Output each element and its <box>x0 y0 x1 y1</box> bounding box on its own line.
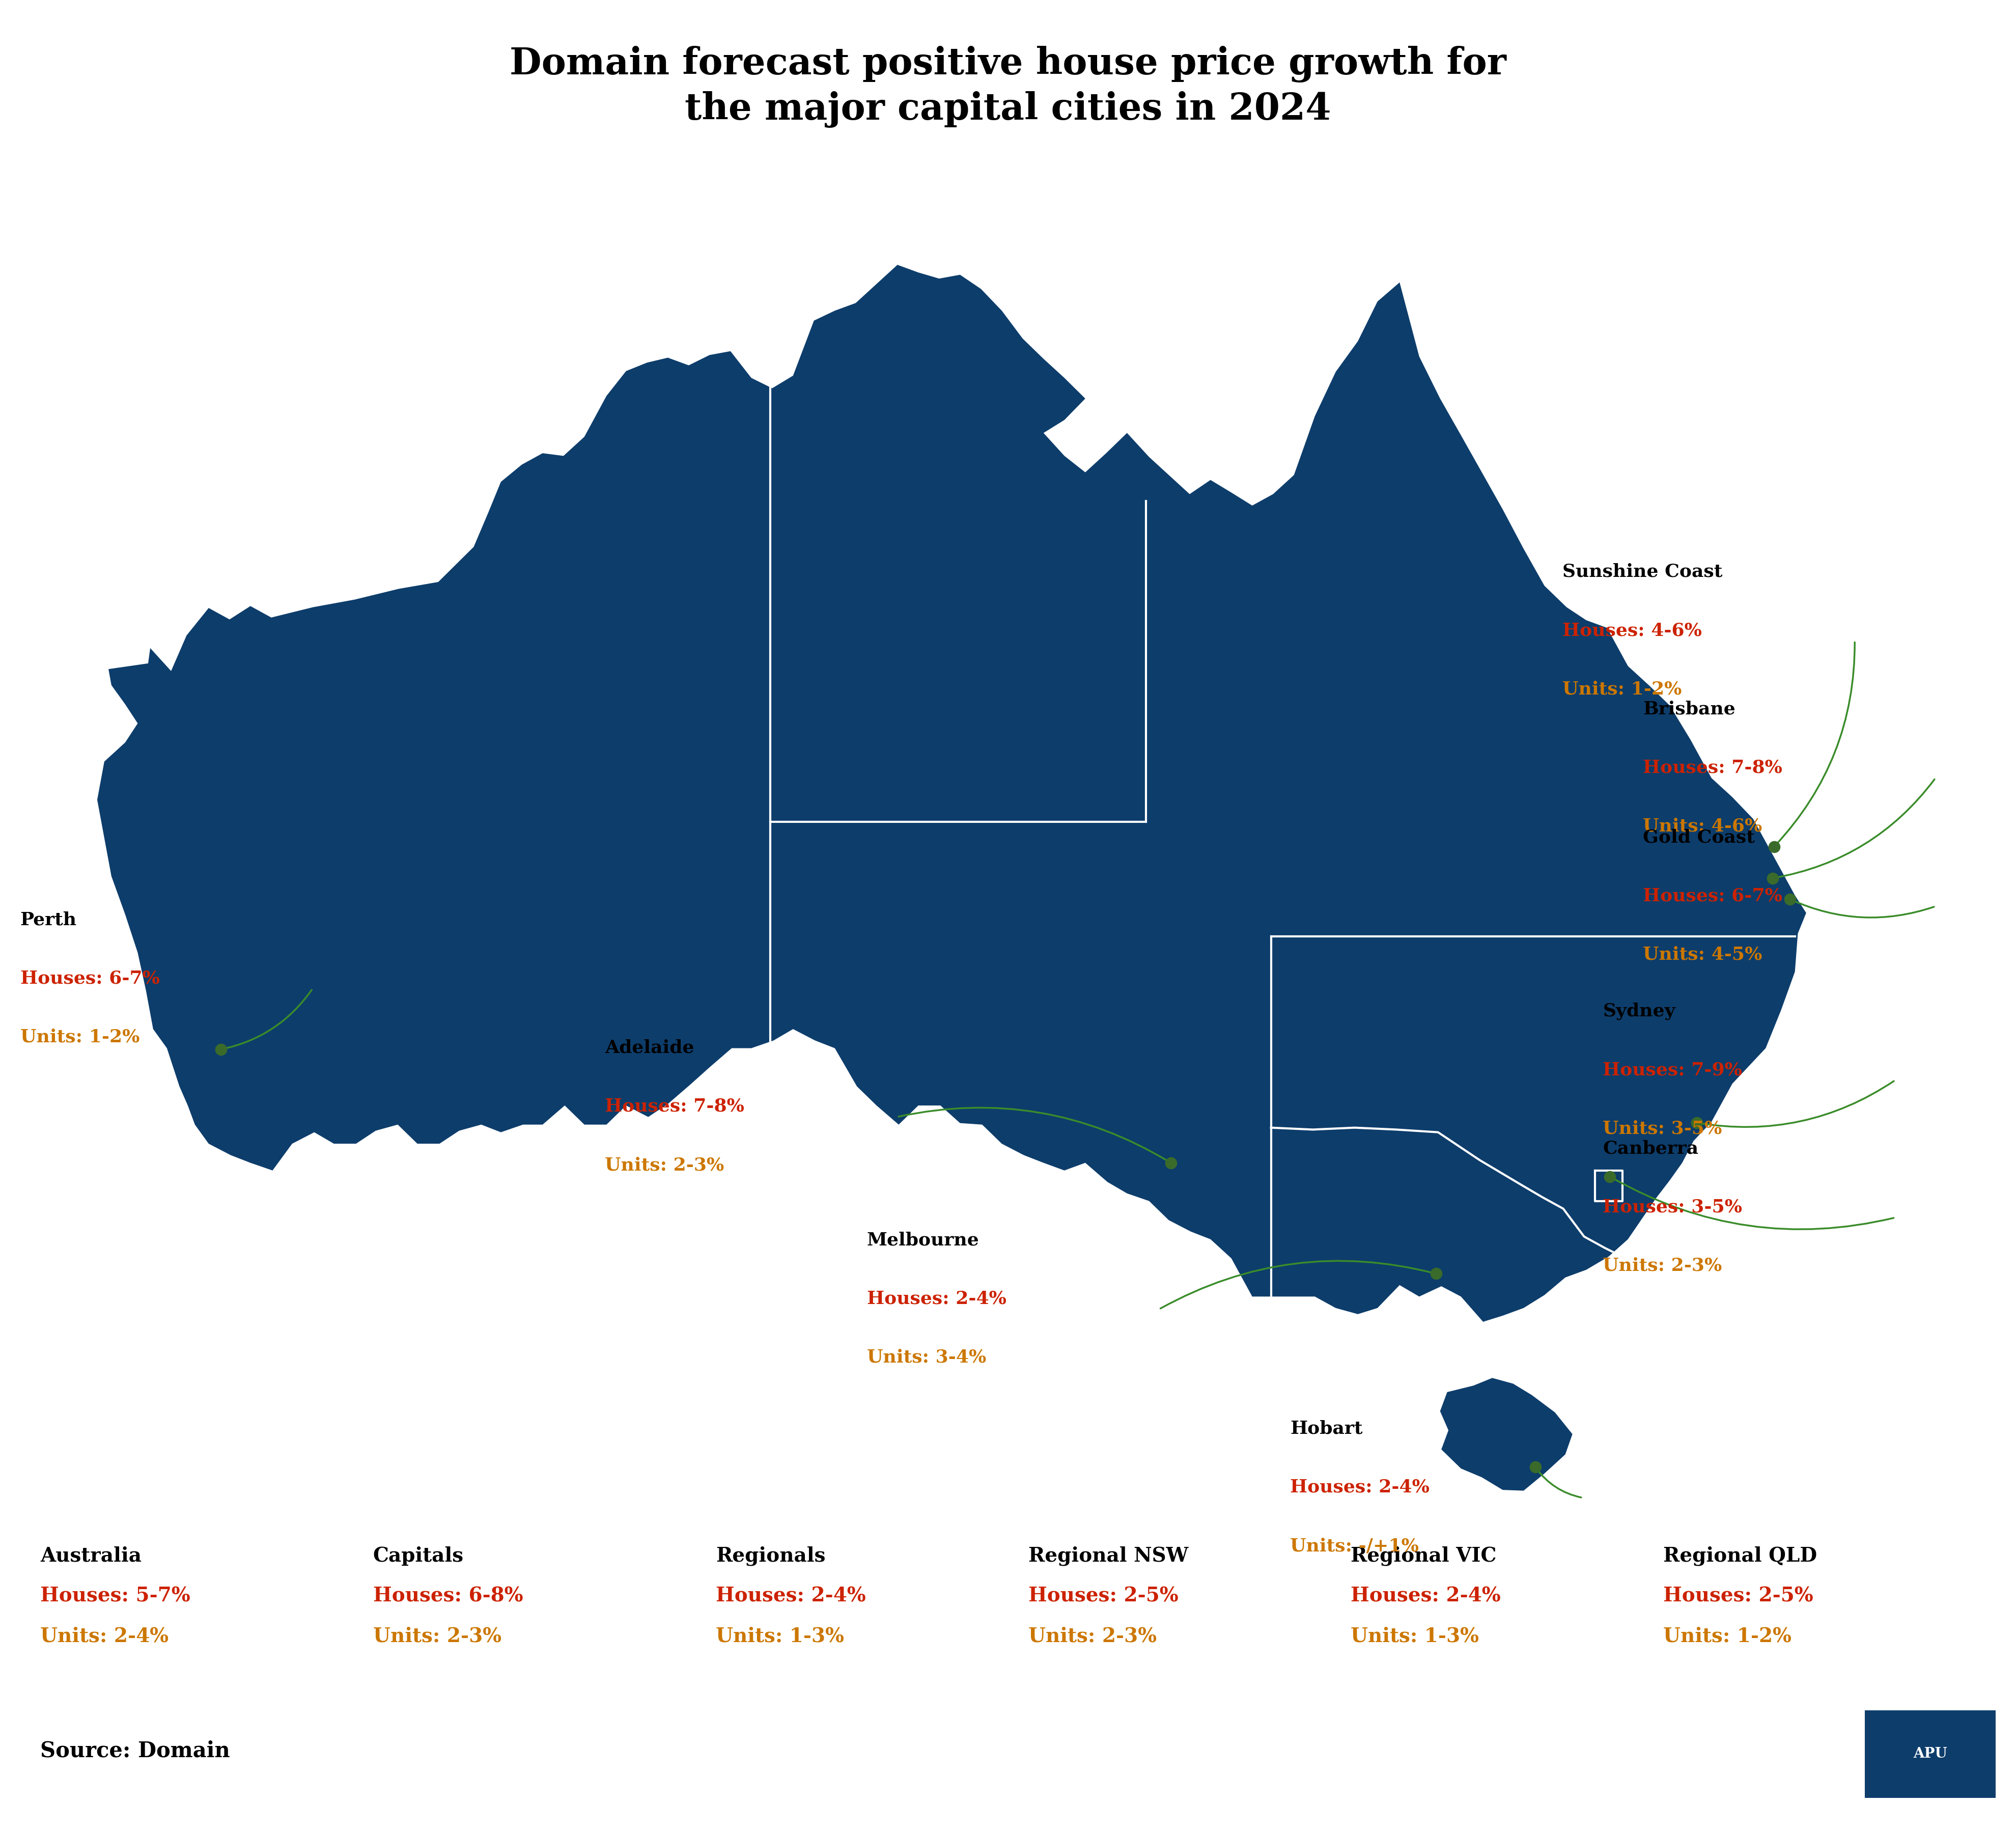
Text: Melbourne: Melbourne <box>867 1232 980 1249</box>
Text: Units: 1-2%: Units: 1-2% <box>1562 681 1681 698</box>
Text: Houses: 4-6%: Houses: 4-6% <box>1562 623 1702 639</box>
Text: Units: 1-2%: Units: 1-2% <box>20 1029 139 1046</box>
Text: Houses: 6-7%: Houses: 6-7% <box>1643 888 1782 905</box>
Text: Capitals: Capitals <box>373 1545 464 1566</box>
Text: Houses: 7-9%: Houses: 7-9% <box>1603 1062 1742 1078</box>
Text: Houses: 2-4%: Houses: 2-4% <box>716 1586 865 1606</box>
Text: Units: 2-3%: Units: 2-3% <box>605 1157 724 1174</box>
Bar <box>1865 1710 1996 1798</box>
Text: Houses: 2-5%: Houses: 2-5% <box>1028 1586 1177 1606</box>
Text: Source: Domain: Source: Domain <box>40 1739 230 1761</box>
Text: Units: 3-5%: Units: 3-5% <box>1603 1121 1722 1137</box>
Text: Houses: 3-5%: Houses: 3-5% <box>1603 1199 1742 1216</box>
Text: Houses: 2-4%: Houses: 2-4% <box>1290 1479 1429 1496</box>
Text: Units: 2-3%: Units: 2-3% <box>1028 1626 1157 1646</box>
Text: Regional QLD: Regional QLD <box>1663 1545 1816 1566</box>
Text: Sydney: Sydney <box>1603 1002 1675 1020</box>
Text: Sunshine Coast: Sunshine Coast <box>1562 564 1722 580</box>
Text: Units: 1-2%: Units: 1-2% <box>1663 1626 1792 1646</box>
Text: Units: 2-3%: Units: 2-3% <box>1603 1258 1722 1274</box>
Text: Units: 2-3%: Units: 2-3% <box>373 1626 502 1646</box>
Text: Australia: Australia <box>40 1545 141 1566</box>
Text: Regional NSW: Regional NSW <box>1028 1545 1187 1566</box>
Text: Regional VIC: Regional VIC <box>1351 1545 1496 1566</box>
Text: Brisbane: Brisbane <box>1643 701 1736 718</box>
Text: Domain forecast positive house price growth for
the major capital cities in 2024: Domain forecast positive house price gro… <box>510 46 1506 128</box>
Text: Houses: 2-4%: Houses: 2-4% <box>1351 1586 1500 1606</box>
Text: Houses: 5-7%: Houses: 5-7% <box>40 1586 190 1606</box>
Text: Houses: 2-5%: Houses: 2-5% <box>1663 1586 1812 1606</box>
Text: APU: APU <box>1913 1747 1947 1761</box>
Text: Units: 1-3%: Units: 1-3% <box>716 1626 845 1646</box>
Text: Units: 4-5%: Units: 4-5% <box>1643 947 1762 963</box>
Text: Units: 1-3%: Units: 1-3% <box>1351 1626 1480 1646</box>
Text: Units: 4-6%: Units: 4-6% <box>1643 818 1762 835</box>
Text: Houses: 6-8%: Houses: 6-8% <box>373 1586 522 1606</box>
Text: Units: 2-4%: Units: 2-4% <box>40 1626 169 1646</box>
Text: Houses: 7-8%: Houses: 7-8% <box>605 1099 744 1115</box>
Text: Perth: Perth <box>20 912 77 928</box>
Text: Houses: 7-8%: Houses: 7-8% <box>1643 760 1782 776</box>
Text: Houses: 2-4%: Houses: 2-4% <box>867 1291 1006 1307</box>
Text: Adelaide: Adelaide <box>605 1040 694 1056</box>
Polygon shape <box>1439 1379 1572 1490</box>
Text: Units: -/+1%: Units: -/+1% <box>1290 1538 1419 1555</box>
Text: Units: 3-4%: Units: 3-4% <box>867 1349 986 1366</box>
Text: Houses: 6-7%: Houses: 6-7% <box>20 970 159 987</box>
Text: Hobart: Hobart <box>1290 1421 1363 1437</box>
Text: Gold Coast: Gold Coast <box>1643 829 1756 846</box>
Text: Canberra: Canberra <box>1603 1141 1699 1157</box>
Text: Regionals: Regionals <box>716 1545 825 1566</box>
Polygon shape <box>97 265 1806 1322</box>
